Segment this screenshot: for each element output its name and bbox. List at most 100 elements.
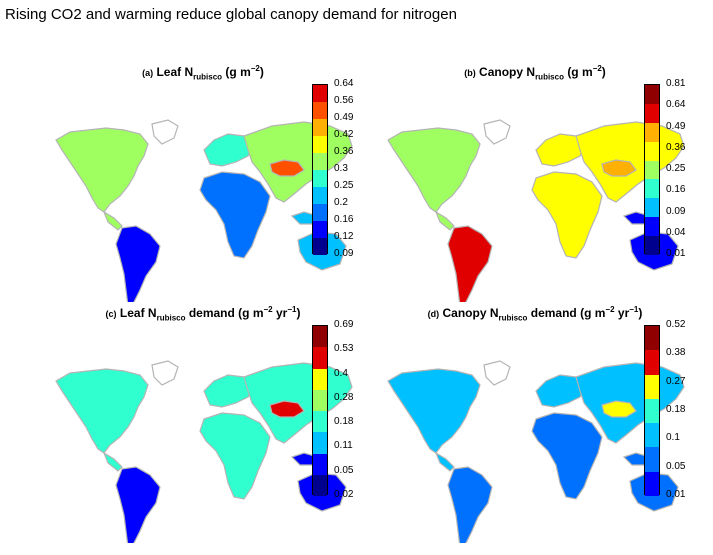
colorbar-segment	[313, 411, 327, 433]
colorbar-tick-label: 0.81	[666, 78, 686, 89]
colorbar-tick-label: 0.28	[334, 391, 354, 403]
land-region-gl	[483, 119, 511, 145]
colorbar-tick-label: 0.09	[666, 205, 686, 217]
panel-b-label-sub: rubisco	[535, 72, 564, 82]
colorbar-tick-label: 0.49	[334, 112, 354, 123]
land-region-na	[387, 127, 481, 213]
colorbar-tick-label: 0.36	[666, 141, 686, 153]
colorbar-segment	[313, 187, 327, 204]
colorbar-tick-label: 0.25	[666, 163, 686, 174]
colorbar-segment	[313, 347, 327, 369]
colorbar-tick-label: 0.02	[334, 489, 354, 500]
colorbar-tick-label: 0.18	[334, 416, 354, 428]
colorbar-segment	[313, 221, 327, 238]
panel-a-label-sub: rubisco	[193, 72, 223, 82]
panel-d-label-end: )	[638, 306, 643, 320]
colorbar-segment	[313, 153, 327, 170]
colorbar-segment	[645, 198, 659, 218]
land-region-ca	[102, 451, 123, 472]
colorbar-segment	[645, 326, 659, 351]
colorbar-tick-label: 0.3	[334, 163, 348, 174]
colorbar-segment	[645, 141, 659, 161]
panel-d-label-exp2: −1	[629, 305, 639, 314]
panel-c-label-exp: −2	[263, 305, 273, 314]
colorbar-tick-label: 0.4	[334, 367, 348, 379]
land-region-af	[531, 412, 603, 500]
colorbar-tick-label: 0.01	[666, 248, 686, 259]
colorbar-tick-label: 0.52	[666, 319, 686, 330]
colorbar-segment	[645, 179, 659, 199]
panel-a-label-end: )	[259, 65, 264, 79]
land-region-ca	[434, 451, 455, 472]
colorbar-tick-label: 0.64	[666, 99, 686, 111]
panel-a-label: Leaf N	[156, 65, 194, 79]
land-region-gl	[483, 360, 511, 386]
colorbar-tick-label: 0.16	[666, 184, 686, 196]
colorbar-segment	[645, 471, 659, 496]
land-region-ca	[102, 210, 123, 231]
panel-b-label-end: )	[601, 65, 606, 79]
colorbar-tick-label: 0.09	[334, 248, 354, 259]
panel-a-colorbar	[312, 84, 328, 255]
colorbar-segment	[313, 170, 327, 187]
colorbar-segment	[313, 326, 327, 348]
panel-d-tag: (d)	[427, 309, 440, 319]
land-region-af	[199, 412, 271, 500]
colorbar-tick-label: 0.25	[334, 180, 354, 191]
colorbar-tick-label: 0.27	[666, 375, 686, 387]
panel-c-tag: (c)	[105, 309, 117, 319]
panel-d: (d) Canopy Nrubisco demand (g m−2 yr−1) …	[380, 305, 713, 555]
panel-d-label-unit: demand (g m	[530, 306, 606, 320]
colorbar-tick-label: 0.11	[334, 440, 353, 452]
panel-d-title: (d) Canopy Nrubisco demand (g m−2 yr−1)	[380, 305, 690, 322]
colorbar-segment	[313, 136, 327, 153]
colorbar-segment	[645, 217, 659, 237]
colorbar-tick-label: 0.05	[334, 464, 354, 476]
panel-b-label: Canopy N	[479, 65, 536, 79]
colorbar-segment	[645, 85, 659, 104]
colorbar-segment	[645, 122, 659, 142]
panel-b-tag: (b)	[464, 68, 476, 78]
land-region-tb	[601, 400, 637, 418]
panel-c-label-unit: demand (g m	[188, 306, 264, 320]
colorbar-segment	[645, 350, 659, 375]
colorbar-segment	[645, 236, 659, 255]
land-region-sa	[115, 225, 161, 302]
colorbar-tick-label: 0.42	[334, 129, 354, 140]
colorbar-tick-label: 0.18	[666, 404, 686, 415]
colorbar-tick-label: 0.38	[666, 347, 686, 359]
panel-a-label-unit: (g m	[225, 65, 251, 79]
colorbar-segment	[313, 432, 327, 454]
panel-c: (c) Leaf Nrubisco demand (g m−2 yr−1) 0.…	[48, 305, 404, 555]
panel-d-label-yr: yr	[617, 306, 630, 320]
panel-c-label-end: )	[296, 306, 301, 320]
panel-c-label-sub: rubisco	[156, 313, 186, 323]
colorbar-segment	[645, 398, 659, 424]
panel-d-label-exp: −2	[605, 305, 615, 314]
colorbar-segment	[645, 103, 659, 123]
land-region-af	[199, 171, 271, 259]
colorbar-tick-label: 0.12	[334, 231, 354, 242]
land-region-gl	[151, 360, 179, 386]
land-region-af	[531, 171, 603, 259]
panel-d-label: Canopy N	[442, 306, 499, 320]
colorbar-segment	[645, 447, 659, 472]
land-region-tb	[269, 159, 305, 177]
colorbar-segment	[645, 160, 659, 180]
land-region-tb	[601, 159, 637, 177]
colorbar-tick-label: 0.69	[334, 319, 354, 330]
panel-c-title: (c) Leaf Nrubisco demand (g m−2 yr−1)	[48, 305, 358, 322]
colorbar-segment	[313, 238, 327, 255]
panel-a: (a) Leaf Nrubisco (g m−2) 0.09 0.12 0.16 0.…	[48, 64, 404, 314]
panel-b-title: (b) Canopy Nrubisco (g m−2)	[380, 64, 690, 81]
colorbar-tick-label: 0.04	[666, 226, 686, 238]
colorbar-segment	[313, 85, 327, 102]
colorbar-segment	[313, 102, 327, 119]
panel-c-label-exp2: −1	[287, 305, 297, 314]
panel-a-title: (a) Leaf Nrubisco (g m−2)	[48, 64, 358, 81]
panel-b-colorbar	[644, 84, 660, 255]
land-region-na	[55, 127, 149, 213]
land-region-na	[387, 368, 481, 454]
land-region-sa	[447, 225, 493, 302]
colorbar-tick-label: 0.1	[666, 432, 680, 444]
